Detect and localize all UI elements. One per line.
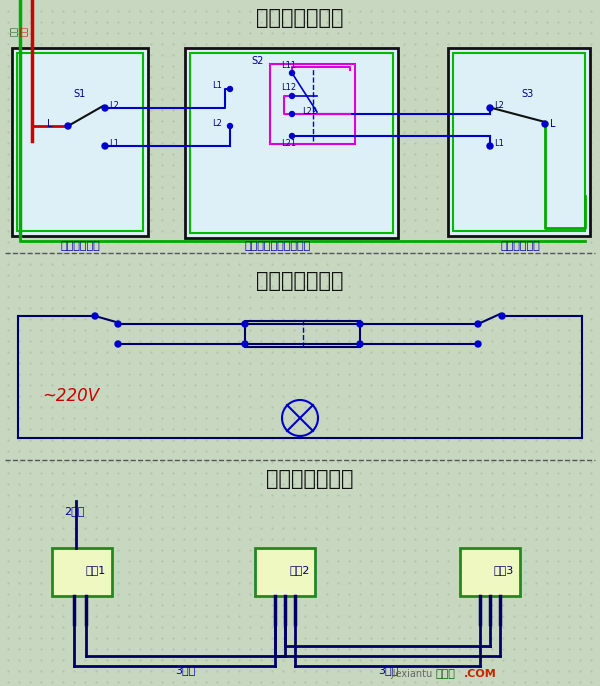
Bar (255, 548, 315, 596)
Text: ~220V: ~220V (42, 387, 99, 405)
Bar (245, 321, 360, 347)
Text: 开关1: 开关1 (86, 565, 106, 575)
Bar (190, 53, 393, 233)
Bar (52, 548, 112, 596)
Circle shape (115, 341, 121, 347)
Circle shape (357, 341, 363, 347)
Text: L: L (47, 119, 53, 129)
Text: 3根线: 3根线 (175, 665, 195, 675)
Circle shape (102, 143, 108, 149)
Circle shape (357, 321, 363, 327)
Text: .COM: .COM (464, 669, 497, 679)
Text: 开关3: 开关3 (494, 565, 514, 575)
Bar (185, 48, 398, 238)
Text: L2: L2 (494, 101, 504, 110)
Bar (270, 64, 355, 144)
Text: jlexiantu: jlexiantu (390, 669, 432, 679)
Text: 2根线: 2根线 (64, 506, 85, 516)
Bar (460, 548, 520, 596)
Text: 火线: 火线 (19, 26, 29, 36)
Text: 三控开关布线图: 三控开关布线图 (266, 469, 354, 489)
Circle shape (102, 105, 108, 111)
Circle shape (487, 143, 493, 149)
Bar (12, 48, 148, 236)
Circle shape (115, 321, 121, 327)
Circle shape (290, 112, 295, 117)
Circle shape (290, 134, 295, 139)
Text: S2: S2 (252, 56, 264, 66)
Text: L1: L1 (212, 82, 222, 91)
Text: L2: L2 (212, 119, 222, 128)
Circle shape (242, 341, 248, 347)
Bar (17, 53, 143, 231)
Text: 中途开关（三控开关）: 中途开关（三控开关） (245, 241, 311, 251)
Text: L11: L11 (281, 60, 296, 69)
Text: L21: L21 (281, 139, 296, 148)
Bar (453, 53, 585, 231)
Circle shape (542, 121, 548, 127)
Text: 开关2: 开关2 (289, 565, 310, 575)
Circle shape (227, 86, 233, 91)
Text: 3根线: 3根线 (378, 665, 398, 675)
Circle shape (475, 321, 481, 327)
Text: L1: L1 (494, 139, 504, 147)
Text: S1: S1 (74, 89, 86, 99)
Text: 三控开关原理图: 三控开关原理图 (256, 271, 344, 291)
Text: 三控开关接线图: 三控开关接线图 (256, 8, 344, 28)
Circle shape (499, 313, 505, 319)
Text: L2: L2 (109, 101, 119, 110)
Circle shape (487, 105, 493, 111)
Text: S3: S3 (522, 89, 534, 99)
Circle shape (242, 321, 248, 327)
Text: L: L (550, 119, 556, 129)
Circle shape (92, 313, 98, 319)
Text: L22: L22 (302, 106, 317, 115)
Circle shape (290, 71, 295, 75)
Bar (448, 48, 590, 236)
Text: 单开双控开关: 单开双控开关 (60, 241, 100, 251)
Text: 相线: 相线 (10, 26, 19, 36)
Text: L1: L1 (109, 139, 119, 147)
Circle shape (65, 123, 71, 129)
Text: 接线图: 接线图 (436, 669, 456, 679)
Text: L12: L12 (281, 84, 296, 93)
Circle shape (475, 341, 481, 347)
Circle shape (227, 123, 233, 128)
Circle shape (290, 93, 295, 99)
Text: 单开双控开关: 单开双控开关 (500, 241, 540, 251)
